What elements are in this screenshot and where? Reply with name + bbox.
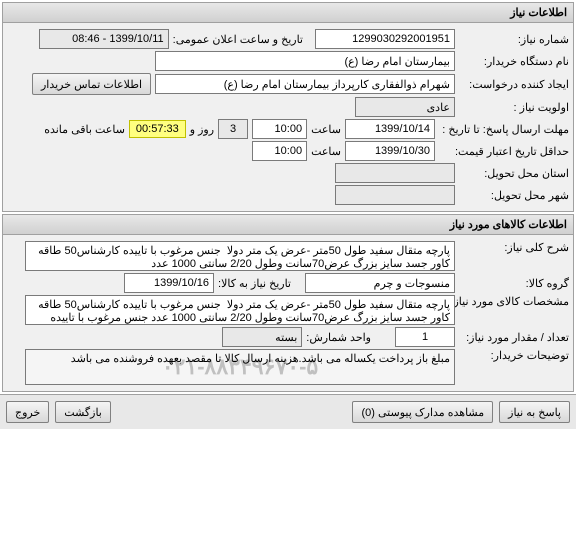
deadline-label: مهلت ارسال پاسخ: تا تاریخ : <box>439 123 569 136</box>
device-name-label: نام دستگاه خریدار: <box>459 55 569 68</box>
creator-label: ایجاد کننده درخواست: <box>459 78 569 91</box>
delivery-province-label: استان محل تحویل: <box>459 167 569 180</box>
panel1-title: اطلاعات نیاز <box>3 3 573 23</box>
validity-label: حداقل تاریخ اعتبار قیمت: <box>439 145 569 158</box>
quantity-field[interactable] <box>395 327 455 347</box>
goods-spec-label: مشخصات کالای مورد نیاز: <box>459 295 569 308</box>
days-remaining-field <box>218 119 248 139</box>
quantity-label: تعداد / مقدار مورد نیاز: <box>459 331 569 344</box>
unit-field <box>222 327 302 347</box>
panel1-body: شماره نیاز: تاریخ و ساعت اعلان عمومی: نا… <box>3 23 573 211</box>
exit-button[interactable]: خروج <box>6 401 49 423</box>
goods-group-field[interactable] <box>305 273 455 293</box>
deadline-time-field[interactable] <box>252 119 307 139</box>
priority-label: اولویت نیاز : <box>459 101 569 114</box>
delivery-province-field <box>335 163 455 183</box>
timer-suffix: ساعت باقی مانده <box>44 123 125 136</box>
need-number-field[interactable] <box>315 29 455 49</box>
general-desc-label: شرح کلی نیاز: <box>459 241 569 254</box>
attachments-button[interactable]: مشاهده مدارک پیوستی (0) <box>352 401 493 423</box>
device-name-field[interactable] <box>155 51 455 71</box>
unit-label: واحد شمارش: <box>306 331 371 344</box>
bottom-toolbar: پاسخ به نیاز مشاهده مدارک پیوستی (0) باز… <box>0 394 576 429</box>
goods-date-field[interactable] <box>124 273 214 293</box>
time-label-1: ساعت <box>311 123 341 136</box>
back-button[interactable]: بازگشت <box>55 401 111 423</box>
announce-field <box>39 29 169 49</box>
general-desc-field[interactable] <box>25 241 455 271</box>
creator-field[interactable] <box>155 74 455 94</box>
reply-button[interactable]: پاسخ به نیاز <box>499 401 570 423</box>
validity-date-field[interactable] <box>345 141 435 161</box>
goods-date-label: تاریخ نیاز به کالا: <box>218 277 291 290</box>
priority-field <box>355 97 455 117</box>
days-label: روز و <box>190 123 214 136</box>
need-info-panel: اطلاعات نیاز شماره نیاز: تاریخ و ساعت اع… <box>2 2 574 212</box>
buyer-notes-text: مبلغ باز پرداخت یکساله می باشد.هزینه ارس… <box>30 352 450 365</box>
announce-label: تاریخ و ساعت اعلان عمومی: <box>173 33 303 46</box>
time-label-2: ساعت <box>311 145 341 158</box>
validity-time-field[interactable] <box>252 141 307 161</box>
delivery-city-field <box>335 185 455 205</box>
buyer-notes-label: توضیحات خریدار: <box>459 349 569 362</box>
goods-spec-field[interactable] <box>25 295 455 325</box>
need-number-label: شماره نیاز: <box>459 33 569 46</box>
panel2-title: اطلاعات کالاهای مورد نیاز <box>3 215 573 235</box>
panel2-body: شرح کلی نیاز: گروه کالا: تاریخ نیاز به ک… <box>3 235 573 391</box>
delivery-city-label: شهر محل تحویل: <box>459 189 569 202</box>
goods-group-label: گروه کالا: <box>459 277 569 290</box>
contact-buyer-button[interactable]: اطلاعات تماس خریدار <box>32 73 151 95</box>
buyer-notes-box: مبلغ باز پرداخت یکساله می باشد.هزینه ارس… <box>25 349 455 385</box>
countdown-timer: 00:57:33 <box>129 120 186 138</box>
deadline-date-field[interactable] <box>345 119 435 139</box>
goods-info-panel: اطلاعات کالاهای مورد نیاز شرح کلی نیاز: … <box>2 214 574 392</box>
